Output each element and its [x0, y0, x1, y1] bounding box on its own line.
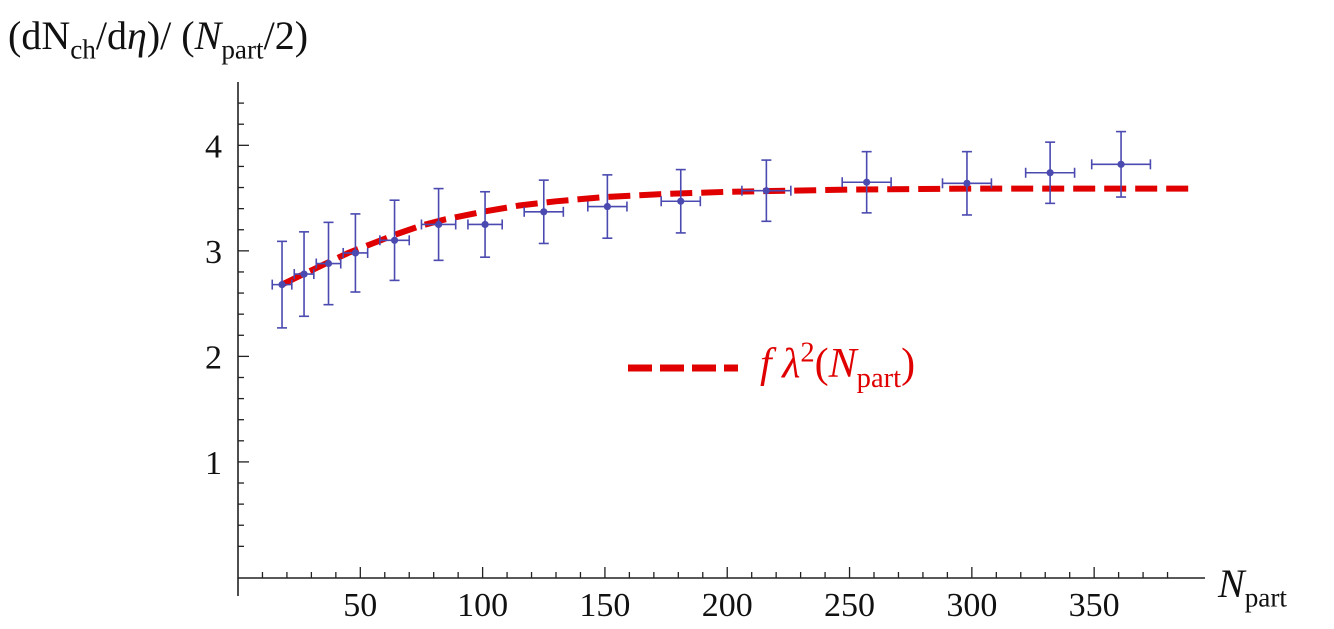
data-point [1024, 141, 1076, 205]
x-tick-label: 200 [702, 587, 753, 624]
data-marker [1117, 160, 1125, 168]
data-marker [324, 259, 333, 268]
data-marker [540, 208, 548, 216]
legend-label: f λ2(Npart) [760, 337, 916, 394]
x-tick-label: 250 [824, 587, 875, 624]
data-point [315, 221, 342, 306]
data-marker [1046, 169, 1054, 177]
tick-labels-layer: 50 100 150 200 250 300 350 1 2 3 4 [205, 128, 1120, 624]
data-marker [390, 236, 399, 244]
fit-curve-layer [280, 185, 1192, 288]
data-point [586, 174, 628, 239]
data-point [523, 179, 565, 245]
data-point [271, 240, 293, 329]
fit-curve [280, 185, 1192, 288]
x-tick-label: 300 [946, 587, 997, 624]
axes [237, 82, 1205, 596]
data-marker [677, 197, 685, 205]
data-marker [434, 220, 443, 229]
data-point [293, 231, 315, 318]
data-marker [300, 270, 308, 278]
y-tick-label: 4 [205, 128, 222, 165]
data-marker [351, 249, 360, 257]
data-marker [603, 202, 611, 211]
data-point [660, 168, 702, 234]
data-point [941, 150, 993, 216]
data-points-layer [271, 130, 1152, 329]
x-axis-label: Npart [1218, 561, 1287, 613]
data-point [1090, 130, 1152, 198]
data-marker [863, 178, 871, 186]
y-tick-label: 1 [205, 445, 222, 482]
data-marker [278, 281, 286, 289]
data-point [741, 159, 792, 223]
x-tick-label: 100 [457, 587, 508, 624]
y-axis-label: (dNch/dη)/ (Npart/2) [8, 13, 309, 65]
data-point [342, 213, 369, 293]
data-marker [762, 187, 770, 195]
data-marker [481, 220, 489, 229]
data-marker [963, 179, 971, 187]
data-point [467, 190, 503, 258]
data-point [841, 150, 892, 214]
data-point [420, 187, 457, 262]
y-tick-label: 2 [205, 339, 222, 376]
x-tick-label: 350 [1069, 587, 1120, 624]
data-point [379, 199, 411, 282]
x-tick-label: 50 [343, 587, 377, 624]
x-tick-label: 150 [579, 587, 630, 624]
y-tick-label: 3 [205, 234, 222, 271]
